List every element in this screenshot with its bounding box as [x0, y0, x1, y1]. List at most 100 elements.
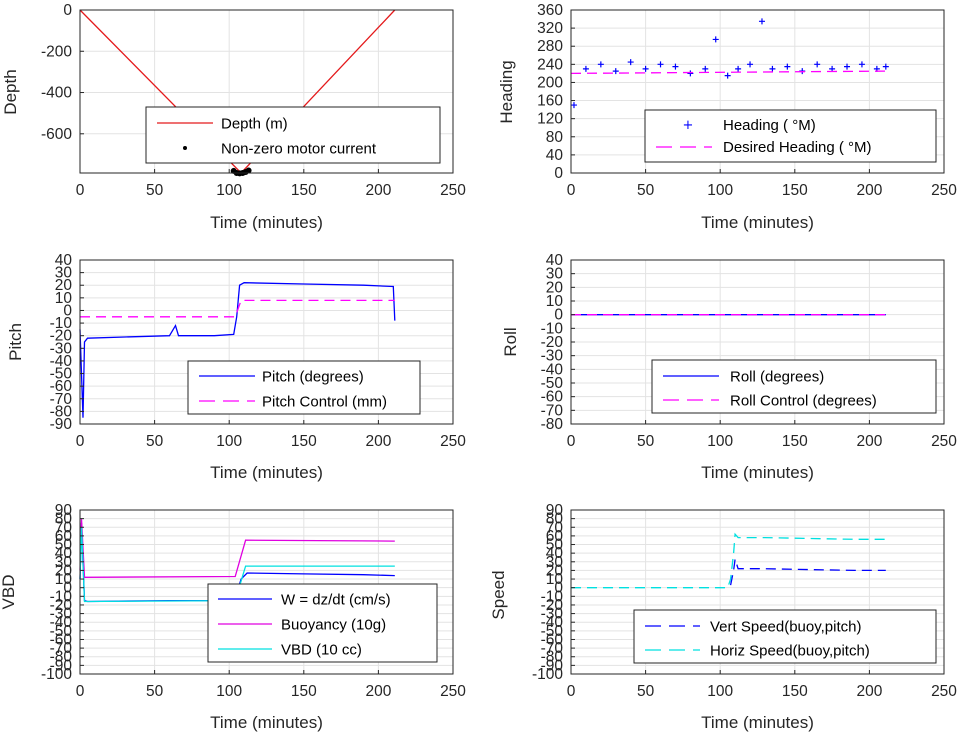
- heading-series-1-point: [712, 36, 719, 43]
- roll-ytick-label: -60: [541, 389, 564, 406]
- speed-series-1-line: [729, 559, 886, 586]
- vbd-ytick-label: -40: [50, 614, 73, 631]
- legend-label-depth: Depth (m): [221, 116, 288, 133]
- vbd-ytick-label: 0: [63, 580, 72, 597]
- heading-series-1-point: [747, 61, 754, 68]
- pitch-ytick-label: 10: [55, 290, 73, 307]
- depth-ytick-label: -200: [41, 43, 72, 60]
- roll-xtick-label: 0: [567, 433, 576, 450]
- pitch-series-1-line: [79, 282, 396, 418]
- heading-series-1-point: [724, 72, 731, 79]
- speed-ytick-label: 90: [546, 502, 564, 519]
- depth-xlabel: Time (minutes): [210, 213, 323, 232]
- heading-series-1-point: [657, 61, 664, 68]
- speed-xlabel: Time (minutes): [701, 713, 814, 732]
- heading-xtick-label: 150: [782, 182, 808, 199]
- heading-ytick-label: 0: [554, 165, 563, 182]
- pitch-xtick-label: 50: [146, 433, 164, 450]
- depth-series-2-point: [245, 167, 252, 174]
- legend-label-buoyancy: Buoyancy (10g): [281, 617, 386, 634]
- vbd-ytick-label: 50: [55, 537, 73, 554]
- roll-ytick-label: -10: [541, 320, 564, 337]
- vbd-ylabel: VBD: [0, 575, 18, 610]
- heading-ytick-label: 80: [546, 129, 564, 146]
- heading-series-1-point: [627, 59, 634, 66]
- vbd-ytick-label: -10: [50, 588, 73, 605]
- heading-ytick-label: 120: [537, 111, 563, 128]
- roll-ytick-label: 40: [546, 252, 564, 269]
- pitch-ytick-label: -70: [50, 391, 73, 408]
- depth-xtick-label: 0: [76, 182, 85, 199]
- legend-label-horiz-speed: Horiz Speed(buoy,pitch): [710, 643, 870, 660]
- pitch-xlabel: Time (minutes): [210, 463, 323, 482]
- speed-xtick-label: 200: [856, 683, 882, 700]
- heading-series: [570, 18, 889, 109]
- vbd-xtick-label: 100: [216, 683, 242, 700]
- vbd-ytick-label: -50: [50, 623, 73, 640]
- depth-ticks: 0 50 100 150 200 250 0 -200 -400 -600: [41, 2, 466, 199]
- pitch-ytick-label: 20: [55, 277, 73, 294]
- roll-ytick-label: 30: [546, 266, 564, 283]
- heading-xtick-label: 200: [856, 182, 882, 199]
- speed-ytick-label: 40: [546, 545, 564, 562]
- heading-panel: 0 50 100 150 200 2500408012016020024028032036…: [497, 2, 957, 232]
- heading-ytick-label: 240: [537, 56, 563, 73]
- vbd-ytick-label: 80: [55, 511, 73, 528]
- heading-xlabel: Time (minutes): [701, 213, 814, 232]
- roll-ytick-label: -70: [541, 402, 564, 419]
- speed-xtick-label: 50: [637, 683, 655, 700]
- legend-label-motor: Non-zero motor current: [221, 141, 377, 158]
- legend-label-vbd: VBD (10 cc): [281, 642, 362, 659]
- pitch-ticks: 0 50 100 150 200 250403020100-10-20-30-40-50-…: [50, 252, 467, 450]
- depth-ylabel: Depth: [1, 69, 20, 114]
- speed-ytick-label: -50: [541, 623, 564, 640]
- vbd-ytick-label: -70: [50, 640, 73, 657]
- heading-xtick-label: 0: [567, 182, 576, 199]
- speed-ytick-label: -100: [532, 666, 563, 683]
- speed-ylabel: Speed: [489, 570, 508, 619]
- speed-ytick-label: -20: [541, 597, 564, 614]
- depth-ytick-label: 0: [63, 2, 72, 19]
- roll-xtick-label: 100: [707, 433, 733, 450]
- speed-xtick-label: 250: [931, 683, 957, 700]
- speed-ytick-label: 80: [546, 511, 564, 528]
- depth-legend: Depth (m) Non-zero motor current: [145, 106, 441, 164]
- speed-ytick-label: 70: [546, 519, 564, 536]
- vbd-panel: 0 50 100 150 200 2509080706050403020100-10-20…: [0, 502, 466, 732]
- pitch-xtick-label: 0: [76, 433, 85, 450]
- roll-xlabel: Time (minutes): [701, 463, 814, 482]
- vbd-xtick-label: 50: [146, 683, 164, 700]
- heading-series-1-point: [687, 70, 694, 77]
- roll-ytick-label: -20: [541, 334, 564, 351]
- roll-ytick-label: -50: [541, 375, 564, 392]
- vbd-ytick-label: 40: [55, 545, 73, 562]
- vbd-ytick-label: 90: [55, 502, 73, 519]
- heading-series-1-point: [769, 65, 776, 72]
- heading-ytick-label: 40: [546, 147, 564, 164]
- pitch-ytick-label: 30: [55, 265, 73, 282]
- vbd-ytick-label: -80: [50, 649, 73, 666]
- heading-series-1-point: [735, 65, 742, 72]
- vbd-ytick-label: -90: [50, 657, 73, 674]
- heading-series-1-point: [844, 63, 851, 70]
- pitch-ylabel: Pitch: [6, 323, 25, 361]
- heading-series-2-line: [570, 70, 886, 75]
- speed-ytick-label: -70: [541, 640, 564, 657]
- pitch-xtick-label: 100: [216, 433, 242, 450]
- vbd-ytick-label: 60: [55, 528, 73, 545]
- pitch-ytick-label: -10: [50, 315, 73, 332]
- heading-series-1-point: [582, 65, 589, 72]
- pitch-ytick-label: -60: [50, 378, 73, 395]
- pitch-ytick-label: -80: [50, 403, 73, 420]
- legend-swatch-heading: +: [683, 118, 694, 133]
- roll-panel: 0 50 100 150 200 250403020100-10-20-30-40-50-…: [501, 252, 957, 482]
- speed-series: [571, 532, 886, 589]
- heading-series-1-point: [642, 65, 649, 72]
- legend-label-heading: Heading ( °M): [723, 117, 816, 134]
- vbd-xtick-label: 200: [365, 683, 391, 700]
- heading-xtick-label: 50: [637, 182, 655, 199]
- pitch-xtick-label: 150: [291, 433, 317, 450]
- roll-ytick-label: -40: [541, 361, 564, 378]
- pitch-ytick-label: -20: [50, 328, 73, 345]
